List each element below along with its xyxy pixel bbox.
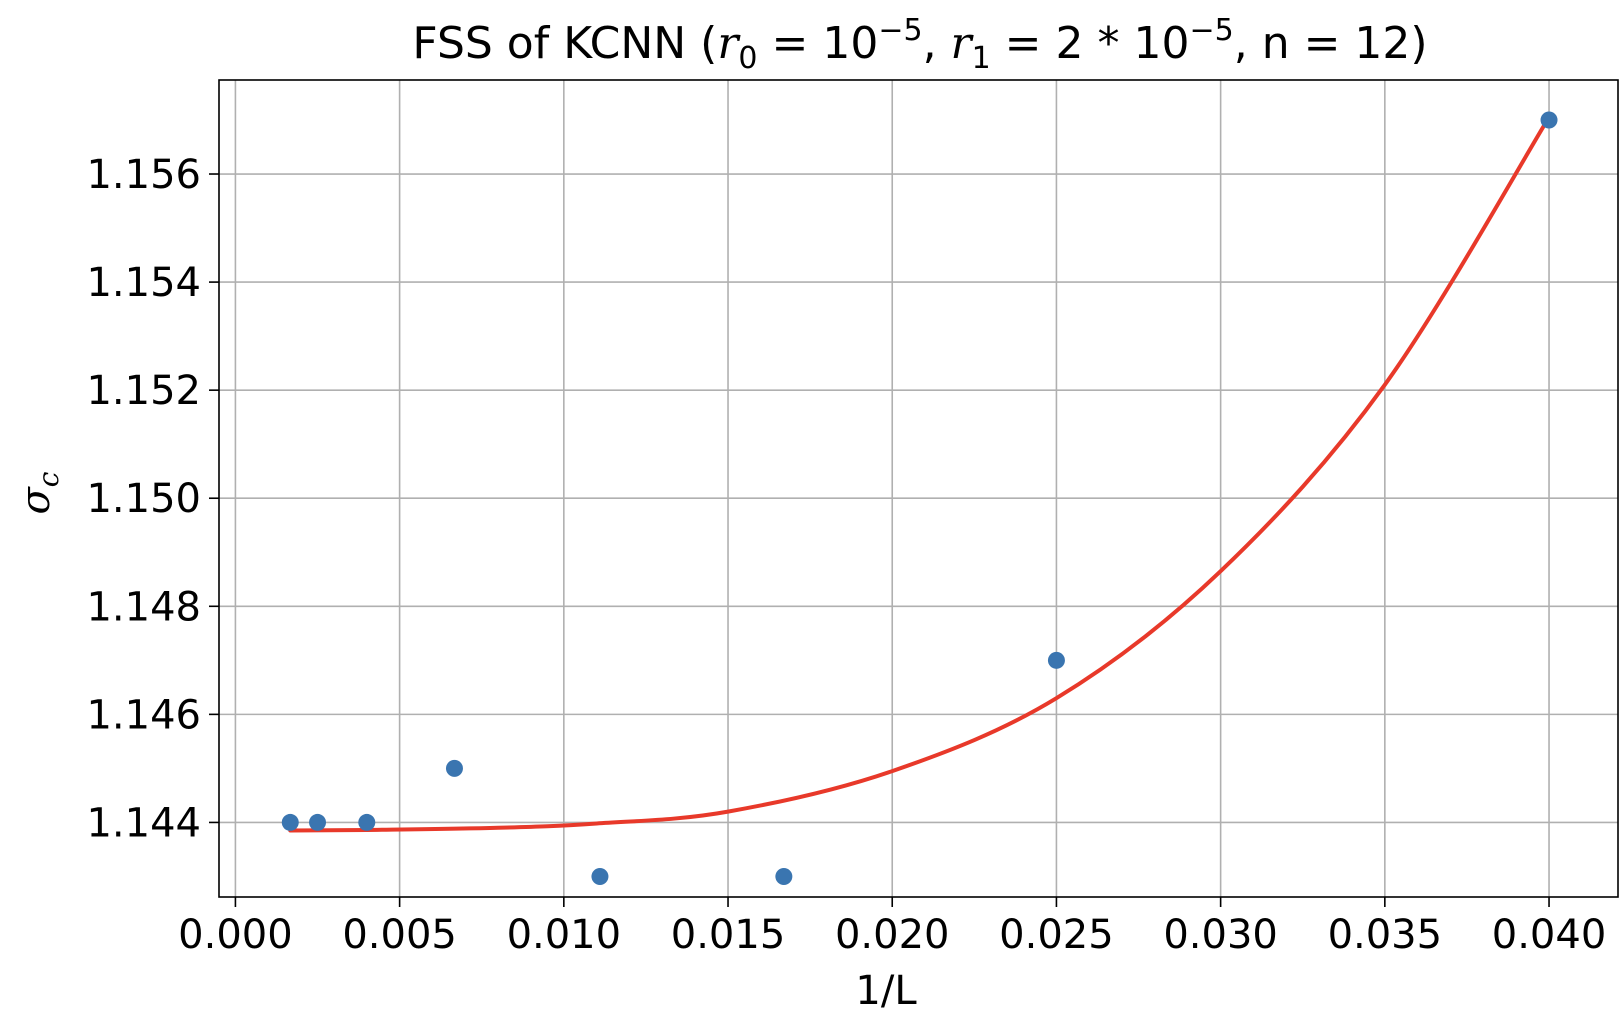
data-point — [445, 759, 463, 777]
data-point — [1047, 651, 1065, 669]
y-tick-label: 1.146 — [86, 692, 201, 738]
chart-title-r0-exp: −5 — [878, 13, 922, 48]
x-tick-label: 0.005 — [342, 912, 457, 958]
x-tick-label: 0.020 — [835, 912, 950, 958]
x-tick-label: 0.015 — [671, 912, 786, 958]
chart-title-r0-symbol: r — [717, 18, 741, 69]
fit-curve-layer — [288, 115, 1551, 833]
y-axis-label: σc — [13, 471, 65, 514]
x-tick-label: 0.040 — [1492, 912, 1607, 958]
chart-title-r1-eq: = 2 * 10 — [991, 18, 1190, 69]
x-tick-label: 0.025 — [999, 912, 1114, 958]
data-point — [358, 813, 376, 831]
chart-title-r0-sub: 0 — [738, 41, 757, 76]
chart-title-sep: , — [923, 18, 951, 69]
y-tick-label: 1.156 — [86, 152, 201, 198]
chart-title-r1-sub: 1 — [972, 41, 991, 76]
chart-title: FSS of KCNN (r0 = 10−5, r1 = 2 * 10−5, n… — [412, 13, 1427, 76]
x-axis-ticks: 0.000 0.005 0.010 0.015 0.020 0.025 0.030 0.035… — [178, 897, 1606, 958]
y-axis-label-sub: c — [32, 471, 65, 487]
x-tick-label: 0.030 — [1163, 912, 1278, 958]
y-tick-label: 1.144 — [86, 800, 201, 846]
plot-frame — [218, 79, 1619, 898]
x-axis-label: 1/L — [855, 968, 917, 1014]
y-tick-label: 1.148 — [86, 584, 201, 630]
data-point — [309, 813, 327, 831]
y-tick-label: 1.154 — [86, 260, 201, 306]
y-axis-label-symbol: σ — [13, 486, 59, 515]
data-points-layer — [281, 111, 1558, 885]
data-point — [591, 867, 609, 885]
fit-curve — [288, 115, 1551, 833]
y-tick-label: 1.152 — [86, 368, 201, 414]
data-point — [775, 867, 793, 885]
chart-title-r1-symbol: r — [951, 18, 975, 69]
chart-title-r0-eq: = 10 — [758, 18, 879, 69]
x-tick-label: 0.035 — [1328, 912, 1443, 958]
y-axis-ticks: 1.144 1.146 1.148 1.150 1.152 1.154 1.156 — [86, 152, 219, 846]
data-point — [1540, 111, 1558, 129]
chart-title-suffix: , n = 12) — [1234, 18, 1428, 69]
x-tick-label: 0.000 — [178, 912, 293, 958]
grid-lines — [219, 80, 1618, 897]
y-tick-label: 1.150 — [86, 476, 201, 522]
chart-title-r1-exp: −5 — [1189, 13, 1233, 48]
chart-title-prefix: FSS of KCNN ( — [412, 18, 717, 69]
data-point — [281, 813, 299, 831]
x-tick-label: 0.010 — [507, 912, 622, 958]
